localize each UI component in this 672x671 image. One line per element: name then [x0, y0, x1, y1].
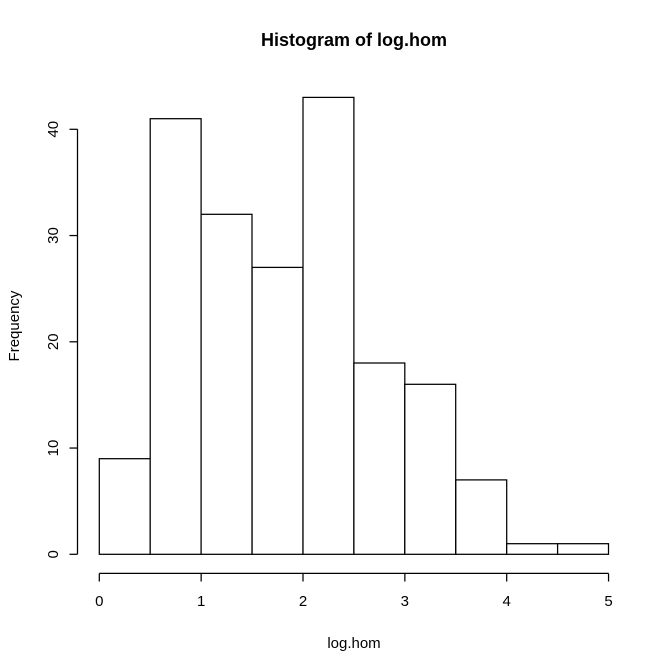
y-axis-label: Frequency: [6, 290, 23, 361]
chart-title: Histogram of log.hom: [261, 30, 447, 50]
histogram-bar: [200, 213, 253, 555]
y-tick-label: 20: [45, 333, 62, 350]
histogram-bar: [353, 362, 406, 555]
histogram-bar: [455, 479, 508, 555]
histogram-bar: [556, 543, 610, 555]
y-tick-label: 10: [45, 440, 62, 457]
x-axis: 0 1 2 3 4 5: [95, 572, 613, 610]
x-tick-label: 4: [503, 593, 511, 610]
x-axis-label: log.hom: [327, 635, 380, 652]
x-tick-label: 3: [401, 593, 409, 610]
y-axis: 0 10 20 30 40: [45, 121, 79, 558]
histogram-bars: [98, 96, 610, 555]
histogram-bar: [506, 543, 559, 555]
x-tick-label: 2: [299, 593, 307, 610]
x-tick-label: 1: [197, 593, 205, 610]
y-tick-label: 0: [45, 550, 62, 558]
y-tick-label: 30: [45, 227, 62, 244]
histogram-bar: [404, 383, 457, 555]
histogram-bar: [302, 96, 355, 555]
y-tick-label: 40: [45, 121, 62, 138]
x-tick-label: 5: [604, 593, 612, 610]
histogram-bar: [98, 458, 151, 555]
histogram-bar: [149, 118, 202, 555]
x-tick-label: 0: [95, 593, 103, 610]
histogram-bar: [251, 266, 304, 555]
